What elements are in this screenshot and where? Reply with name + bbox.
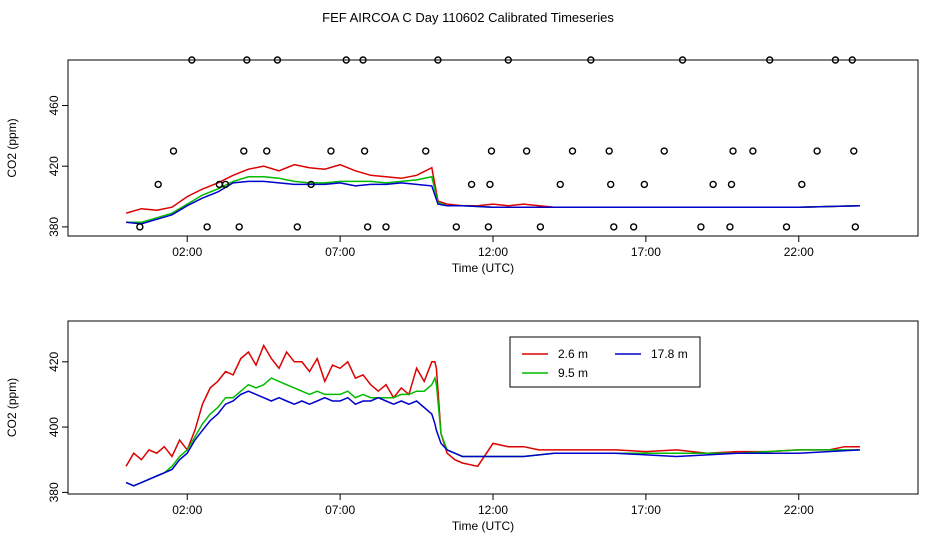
calibration-point <box>307 180 315 189</box>
calibration-point <box>678 56 687 64</box>
x-tick-label: 12:00 <box>478 503 508 517</box>
calibration-point <box>726 223 734 231</box>
calibration-point <box>342 56 350 64</box>
series-line-2-6-m <box>125 163 860 214</box>
x-tick-label: 02:00 <box>172 245 202 259</box>
calibration-point <box>522 147 531 155</box>
calibration-point <box>243 56 251 64</box>
legend-label: 2.6 m <box>558 347 588 361</box>
calibration-point <box>360 147 369 155</box>
series-line-17-8-m <box>126 180 860 225</box>
x-tick-label: 07:00 <box>325 503 355 517</box>
calibration-point <box>487 147 496 155</box>
calibration-point <box>629 223 638 231</box>
calibration-point <box>327 147 335 155</box>
calibration-point <box>363 223 372 231</box>
calibration-point <box>813 147 821 155</box>
calibration-point <box>221 180 230 189</box>
calibration-point <box>240 147 248 155</box>
calibration-point <box>850 147 858 155</box>
calibration-point <box>273 56 282 64</box>
y-tick-label: 380 <box>47 482 61 502</box>
calibration-point <box>607 180 615 189</box>
calibration-point <box>749 147 757 155</box>
series-line-17-8-m <box>125 390 860 487</box>
x-tick-label: 07:00 <box>325 245 355 259</box>
calibration-point <box>293 223 302 231</box>
series-line-2-6-m <box>125 343 860 468</box>
calibration-point <box>235 223 243 231</box>
y-tick-label: 460 <box>47 95 61 115</box>
y-axis-label: CO2 (ppm) <box>5 118 19 177</box>
x-tick-label: 17:00 <box>631 245 661 259</box>
y-tick-label: 380 <box>47 217 61 237</box>
calibration-point <box>136 223 144 231</box>
x-tick-label: 22:00 <box>784 503 814 517</box>
calibration-point <box>452 223 461 231</box>
calibration-point <box>709 180 717 189</box>
calibration-point <box>434 56 442 64</box>
calibration-point <box>568 147 577 155</box>
calibration-point <box>422 147 430 155</box>
calibration-point <box>536 223 545 231</box>
calibration-point <box>382 223 390 231</box>
calibration-point <box>697 223 705 231</box>
x-axis-label: Time (UTC) <box>452 519 514 533</box>
calibration-point <box>188 56 196 64</box>
calibration-point <box>484 223 493 231</box>
calibration-point <box>848 56 856 64</box>
y-tick-label: 420 <box>47 351 61 371</box>
legend-box <box>509 336 701 388</box>
calibration-point <box>169 147 178 155</box>
y-tick-label: 420 <box>47 156 61 176</box>
calibration-point <box>467 180 476 189</box>
calibration-point <box>605 147 613 155</box>
plot-frame <box>67 320 919 495</box>
chart-title: FEF AIRCOA C Day 110602 Calibrated Times… <box>322 10 614 25</box>
x-axis-label: Time (UTC) <box>452 261 514 275</box>
legend-label: 9.5 m <box>558 366 588 380</box>
calibration-point <box>504 56 512 64</box>
calibration-point <box>556 180 564 189</box>
calibration-point <box>359 56 367 64</box>
calibration-point <box>782 223 791 231</box>
calibration-point <box>831 56 840 64</box>
calibration-point <box>766 56 774 64</box>
x-tick-label: 22:00 <box>784 245 814 259</box>
calibration-point <box>263 147 271 155</box>
calibration-point <box>851 223 860 231</box>
bottom-panel: 02:00 07:00 12:00 17:00 22:00 380 400 420 Time (… <box>5 320 919 533</box>
x-tick-label: 17:00 <box>631 503 661 517</box>
calibration-point <box>486 180 494 189</box>
calibration-point <box>610 223 618 231</box>
calibration-point <box>727 180 736 189</box>
calibration-point <box>729 147 737 155</box>
x-tick-label: 02:00 <box>172 503 202 517</box>
calibration-point <box>154 180 162 189</box>
calibration-point <box>640 180 649 189</box>
calibration-point <box>660 147 668 155</box>
x-tick-label: 12:00 <box>478 245 508 259</box>
y-axis-label: CO2 (ppm) <box>5 378 19 437</box>
calibration-point <box>203 223 211 231</box>
calibration-point <box>587 56 595 64</box>
calibration-point <box>798 180 806 189</box>
top-panel: 02:00 07:00 12:00 17:00 22:00 380 420 460 Time (… <box>5 56 919 275</box>
y-tick-label: 400 <box>47 417 61 437</box>
series-line-9-5-m <box>125 375 860 487</box>
legend-label: 17.8 m <box>651 347 688 361</box>
